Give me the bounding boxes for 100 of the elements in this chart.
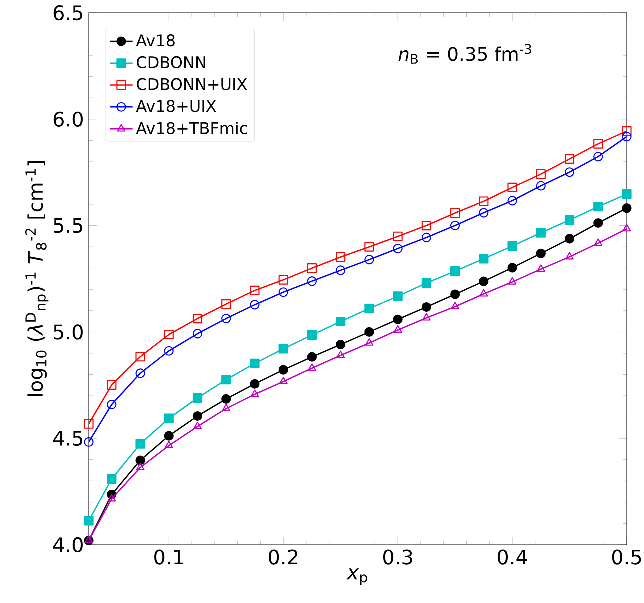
point	[278, 344, 288, 354]
point	[136, 439, 146, 449]
point	[422, 302, 432, 312]
legend-label: Av18+TBFmic	[136, 122, 248, 134]
point	[250, 300, 260, 310]
point	[479, 254, 489, 264]
point	[222, 375, 232, 385]
point	[136, 368, 146, 378]
point	[84, 516, 94, 526]
point	[564, 168, 575, 178]
point	[393, 292, 403, 302]
point	[84, 437, 94, 448]
point	[364, 304, 374, 314]
point	[364, 242, 374, 252]
point	[192, 393, 203, 403]
point	[479, 276, 489, 286]
point	[422, 232, 432, 243]
y-tick-label: 4.5	[53, 431, 83, 446]
point	[364, 327, 374, 337]
point	[308, 364, 316, 372]
point	[336, 252, 346, 262]
legend-label: Av18+UIX	[136, 100, 216, 112]
point	[84, 419, 94, 429]
point	[594, 152, 604, 162]
point	[222, 404, 231, 412]
point	[622, 132, 632, 142]
point	[450, 208, 460, 218]
point	[536, 169, 546, 180]
point	[508, 241, 518, 252]
y-tick-label: 6.0	[54, 112, 83, 127]
point	[536, 248, 546, 258]
point	[394, 325, 402, 333]
annotation: n$_{B}$ = 0.35 fm$^{-3}$	[398, 44, 532, 64]
point	[450, 266, 460, 276]
point	[594, 139, 604, 149]
x-axis-title: x$_{p}$	[346, 568, 368, 586]
y-tick-label: 4.0	[53, 537, 83, 553]
point	[279, 376, 288, 384]
x-tick-label: 0.1	[154, 550, 184, 565]
point	[594, 218, 604, 228]
point	[508, 182, 518, 193]
point	[192, 411, 203, 422]
point	[536, 228, 546, 238]
point	[278, 365, 288, 375]
point	[107, 474, 117, 484]
point	[479, 208, 489, 218]
point	[136, 462, 145, 470]
point	[307, 330, 318, 340]
point	[250, 390, 260, 398]
point	[192, 314, 203, 324]
legend-label: CDBONN	[137, 56, 206, 69]
point	[336, 316, 346, 327]
point	[564, 215, 575, 226]
point	[450, 220, 460, 231]
point	[278, 275, 288, 285]
point	[194, 422, 202, 430]
point	[222, 300, 232, 310]
point	[422, 278, 432, 288]
point	[250, 358, 260, 368]
point	[307, 352, 318, 362]
point	[107, 400, 117, 410]
x-tick-label: 0.2	[269, 550, 298, 565]
point	[222, 394, 232, 404]
point	[450, 290, 460, 300]
point	[451, 302, 460, 310]
y-tick-label: 5.5	[54, 218, 83, 234]
point	[536, 264, 546, 272]
point	[622, 190, 632, 200]
point	[107, 380, 117, 390]
point	[307, 264, 318, 274]
point	[222, 314, 232, 324]
point	[480, 289, 488, 297]
point	[278, 288, 288, 298]
point	[164, 414, 174, 424]
x-tick-label: 0.4	[498, 550, 528, 565]
y-tick-label: 6.5	[54, 5, 83, 21]
point	[479, 196, 489, 206]
point	[564, 234, 575, 244]
x-tick-label: 0.5	[612, 550, 642, 565]
point	[566, 252, 574, 260]
point	[422, 220, 432, 231]
point	[164, 431, 174, 441]
point	[594, 202, 604, 212]
point	[136, 352, 146, 362]
point	[422, 313, 431, 321]
point	[594, 238, 603, 246]
text: log$_{10}$ (λ$^{D}$$_{np}$)$^{-1}$ T$_{8}$$^{-2}$ [cm$^{-1}$]	[26, 162, 49, 396]
point	[508, 196, 518, 206]
point	[564, 154, 575, 164]
point	[393, 232, 403, 242]
legend-label: CDBONN+UIX	[137, 78, 248, 90]
point	[536, 181, 546, 191]
point	[136, 456, 146, 466]
x-tick-label: 0.3	[383, 550, 412, 565]
point	[622, 204, 632, 214]
point	[508, 277, 517, 285]
point	[508, 263, 518, 273]
point	[164, 441, 174, 448]
point	[336, 340, 346, 350]
point	[164, 330, 174, 340]
